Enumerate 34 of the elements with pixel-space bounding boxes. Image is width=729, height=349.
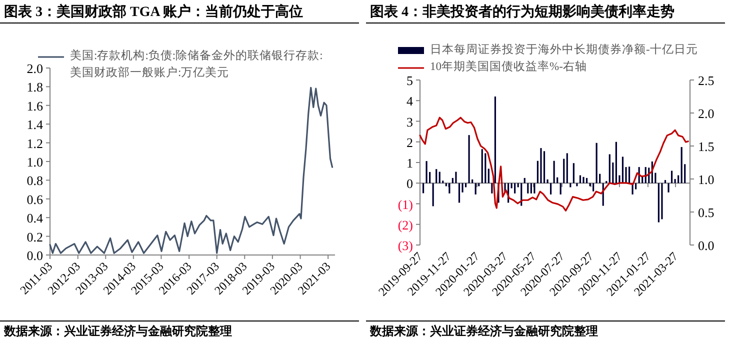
source-note: 数据来源：兴业证券经济与金融研究院整理 <box>369 324 598 338</box>
y2-tick-label: 0.5 <box>698 205 714 220</box>
y-tick-label: 4 <box>406 94 414 109</box>
y-tick-label: 1.8 <box>26 80 43 95</box>
y-tick-label: 0.8 <box>26 173 43 188</box>
y-tick-label: 0.0 <box>26 248 43 263</box>
y-tick-label: 0 <box>406 176 413 192</box>
y-tick-label: 5 <box>406 73 413 88</box>
chart-title: 图表 3：美国财政部 TGA 账户：当前仍处于高位 <box>4 3 304 20</box>
y-tick-label: 2 <box>406 134 413 150</box>
legend-label: 美国:存款机构:负债:除储备金外的联储银行存款:美国财政部一般账户:万亿美元 <box>70 50 323 79</box>
y2-tick-label: 2.0 <box>698 106 714 121</box>
y-tick-label: 1.6 <box>26 98 44 114</box>
legend-label: 10年期美国国债收益率%-右轴 <box>430 61 587 73</box>
y-tick-label: 1.2 <box>26 136 43 151</box>
y-tick-label: 0.4 <box>26 210 44 226</box>
y-tick-label: 3 <box>406 114 413 130</box>
y-tick-label: (2) <box>398 217 413 232</box>
y-tick-label: 2.0 <box>26 61 43 76</box>
legend-label: 日本每周证券投资于海外中长期债券净额-十亿日元 <box>430 44 698 56</box>
y-tick-label: 0.2 <box>26 229 43 244</box>
y-tick-label: (3) <box>398 238 413 253</box>
y-tick-label: 1.0 <box>26 154 43 170</box>
source-note: 数据来源：兴业证券经济与金融研究院整理 <box>3 324 232 338</box>
y-tick-label: 1 <box>406 156 413 170</box>
line-series <box>419 116 689 212</box>
y-tick-label: (1) <box>398 196 413 212</box>
y2-tick-label: 2.5 <box>698 73 714 88</box>
y2-tick-label: 0.0 <box>698 238 714 253</box>
chart-title: 图表 4：非美投资者的行为短期影响美债利率走势 <box>370 3 674 20</box>
y-tick-label: 0.6 <box>26 192 44 207</box>
y2-tick-label: 1.5 <box>698 139 714 154</box>
y2-tick-label: 1.0 <box>698 172 714 187</box>
y-tick-label: 1.4 <box>26 117 44 132</box>
